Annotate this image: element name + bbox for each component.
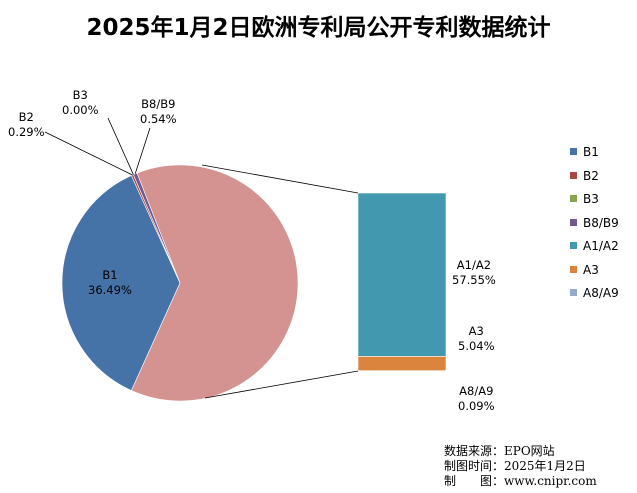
legend-item-b2: B2 [570,169,599,183]
legend-item-b3: B3 [570,192,599,206]
data-label-b2: B20.29% [8,110,45,140]
secondary-bar-layer [358,193,446,371]
legend-swatch [570,242,577,249]
date-line: 制图时间：2025年1月2日 [444,459,597,474]
legend-swatch [570,289,577,296]
legend-item-b8-b9: B8/B9 [570,216,619,230]
data-label-b1-category: B1 [88,268,132,283]
legend-item-a8-a9: A8/A9 [570,286,619,300]
data-label-a3-category: A3 [458,324,495,339]
data-label-b2-category: B2 [8,110,45,125]
legend-swatch [570,172,577,179]
legend-item-b1: B1 [570,145,599,159]
data-label-a1-a2-value: 57.55% [452,273,496,288]
legend-label: A1/A2 [583,239,619,253]
legend-item-a3: A3 [570,263,599,277]
legend-label: A8/A9 [583,286,619,300]
legend-label: B1 [583,145,599,159]
maker-line: 制 图：www.cnipr.com [444,474,597,489]
data-label-a3-value: 5.04% [458,339,495,354]
data-label-a1-a2-category: A1/A2 [452,258,496,273]
legend-item-a1-a2: A1/A2 [570,239,619,253]
legend-label: B3 [583,192,599,206]
leader-b3 [108,118,133,175]
data-label-b8-b9-category: B8/B9 [140,97,177,112]
data-label-a8-a9: A8/A90.09% [458,384,495,414]
legend-label: A3 [583,263,599,277]
legend-label: B8/B9 [583,216,619,230]
data-label-a1-a2: A1/A257.55% [452,258,496,288]
bar-segment-a1-a2 [358,193,446,356]
leader-b8-b9 [135,128,150,174]
legend-swatch [570,148,577,155]
data-label-a8-a9-category: A8/A9 [458,384,495,399]
bar-segment-a3 [358,356,446,370]
data-label-b8-b9-value: 0.54% [140,112,177,127]
data-label-b3-value: 0.00% [62,103,99,118]
legend-swatch [570,266,577,273]
source-line: 数据来源：EPO网站 [444,444,597,459]
data-label-b1-value: 36.49% [88,283,132,298]
data-label-a3: A35.04% [458,324,495,354]
data-label-b2-value: 0.29% [8,125,45,140]
legend-swatch [570,195,577,202]
data-label-b3: B30.00% [62,88,99,118]
data-label-b3-category: B3 [62,88,99,103]
data-label-b8-b9: B8/B90.54% [140,97,177,127]
legend-label: B2 [583,169,599,183]
legend-swatch [570,219,577,226]
leader-b2 [45,132,132,175]
source-note: 数据来源：EPO网站 制图时间：2025年1月2日 制 图：www.cnipr.… [444,444,597,489]
data-label-b1: B136.49% [88,268,132,298]
data-label-a8-a9-value: 0.09% [458,399,495,414]
